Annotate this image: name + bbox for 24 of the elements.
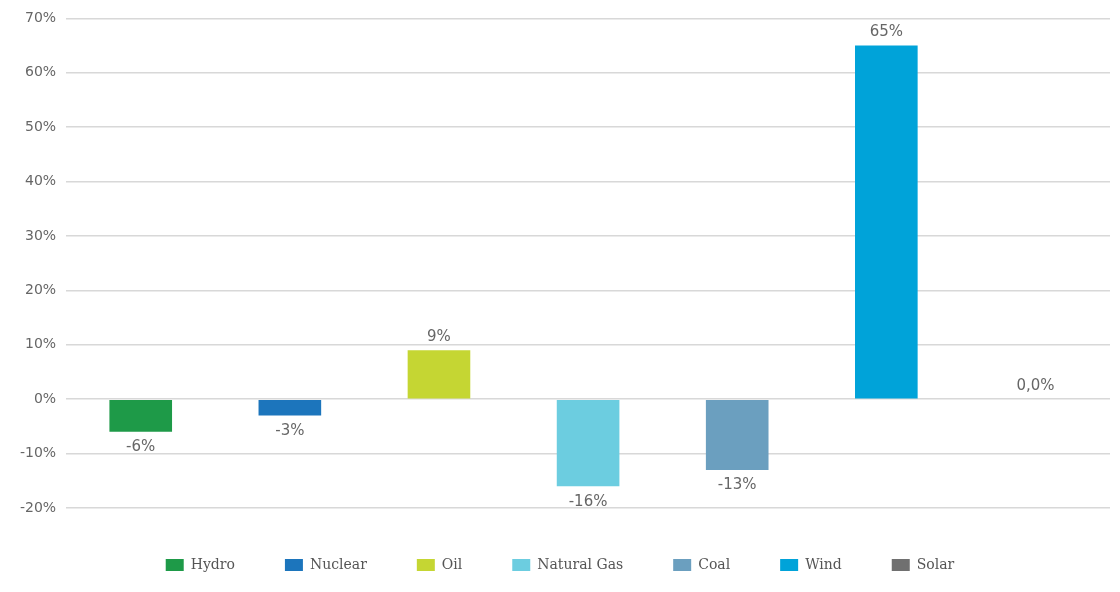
data-label: 0,0% [1016,375,1055,394]
y-tick-label: 40% [25,172,57,189]
legend-label: Wind [805,555,842,572]
y-tick-label: 50% [25,117,57,134]
legend-label: Solar [916,555,955,572]
y-tick-label: -20% [20,498,57,515]
data-label: 65% [869,21,903,40]
legend-label: Hydro [190,555,235,572]
legend-label: Nuclear [309,555,368,572]
data-label: -6% [126,437,156,456]
y-tick-label: 60% [25,63,57,80]
y-tick-label: 0% [33,389,57,406]
data-label: 9% [427,326,451,345]
legend-label: Coal [698,555,731,572]
legend-label: Natural Gas [537,555,624,572]
data-label: -16% [568,491,608,510]
y-tick-label: 30% [25,226,57,243]
y-tick-label: 10% [25,335,57,352]
y-tick-label: 70% [25,9,57,26]
y-tick-label: -10% [20,444,57,461]
data-label: -13% [717,475,757,494]
legend-label: Oil [441,555,463,572]
data-label: -3% [275,420,305,439]
y-tick-label: 20% [25,281,57,298]
